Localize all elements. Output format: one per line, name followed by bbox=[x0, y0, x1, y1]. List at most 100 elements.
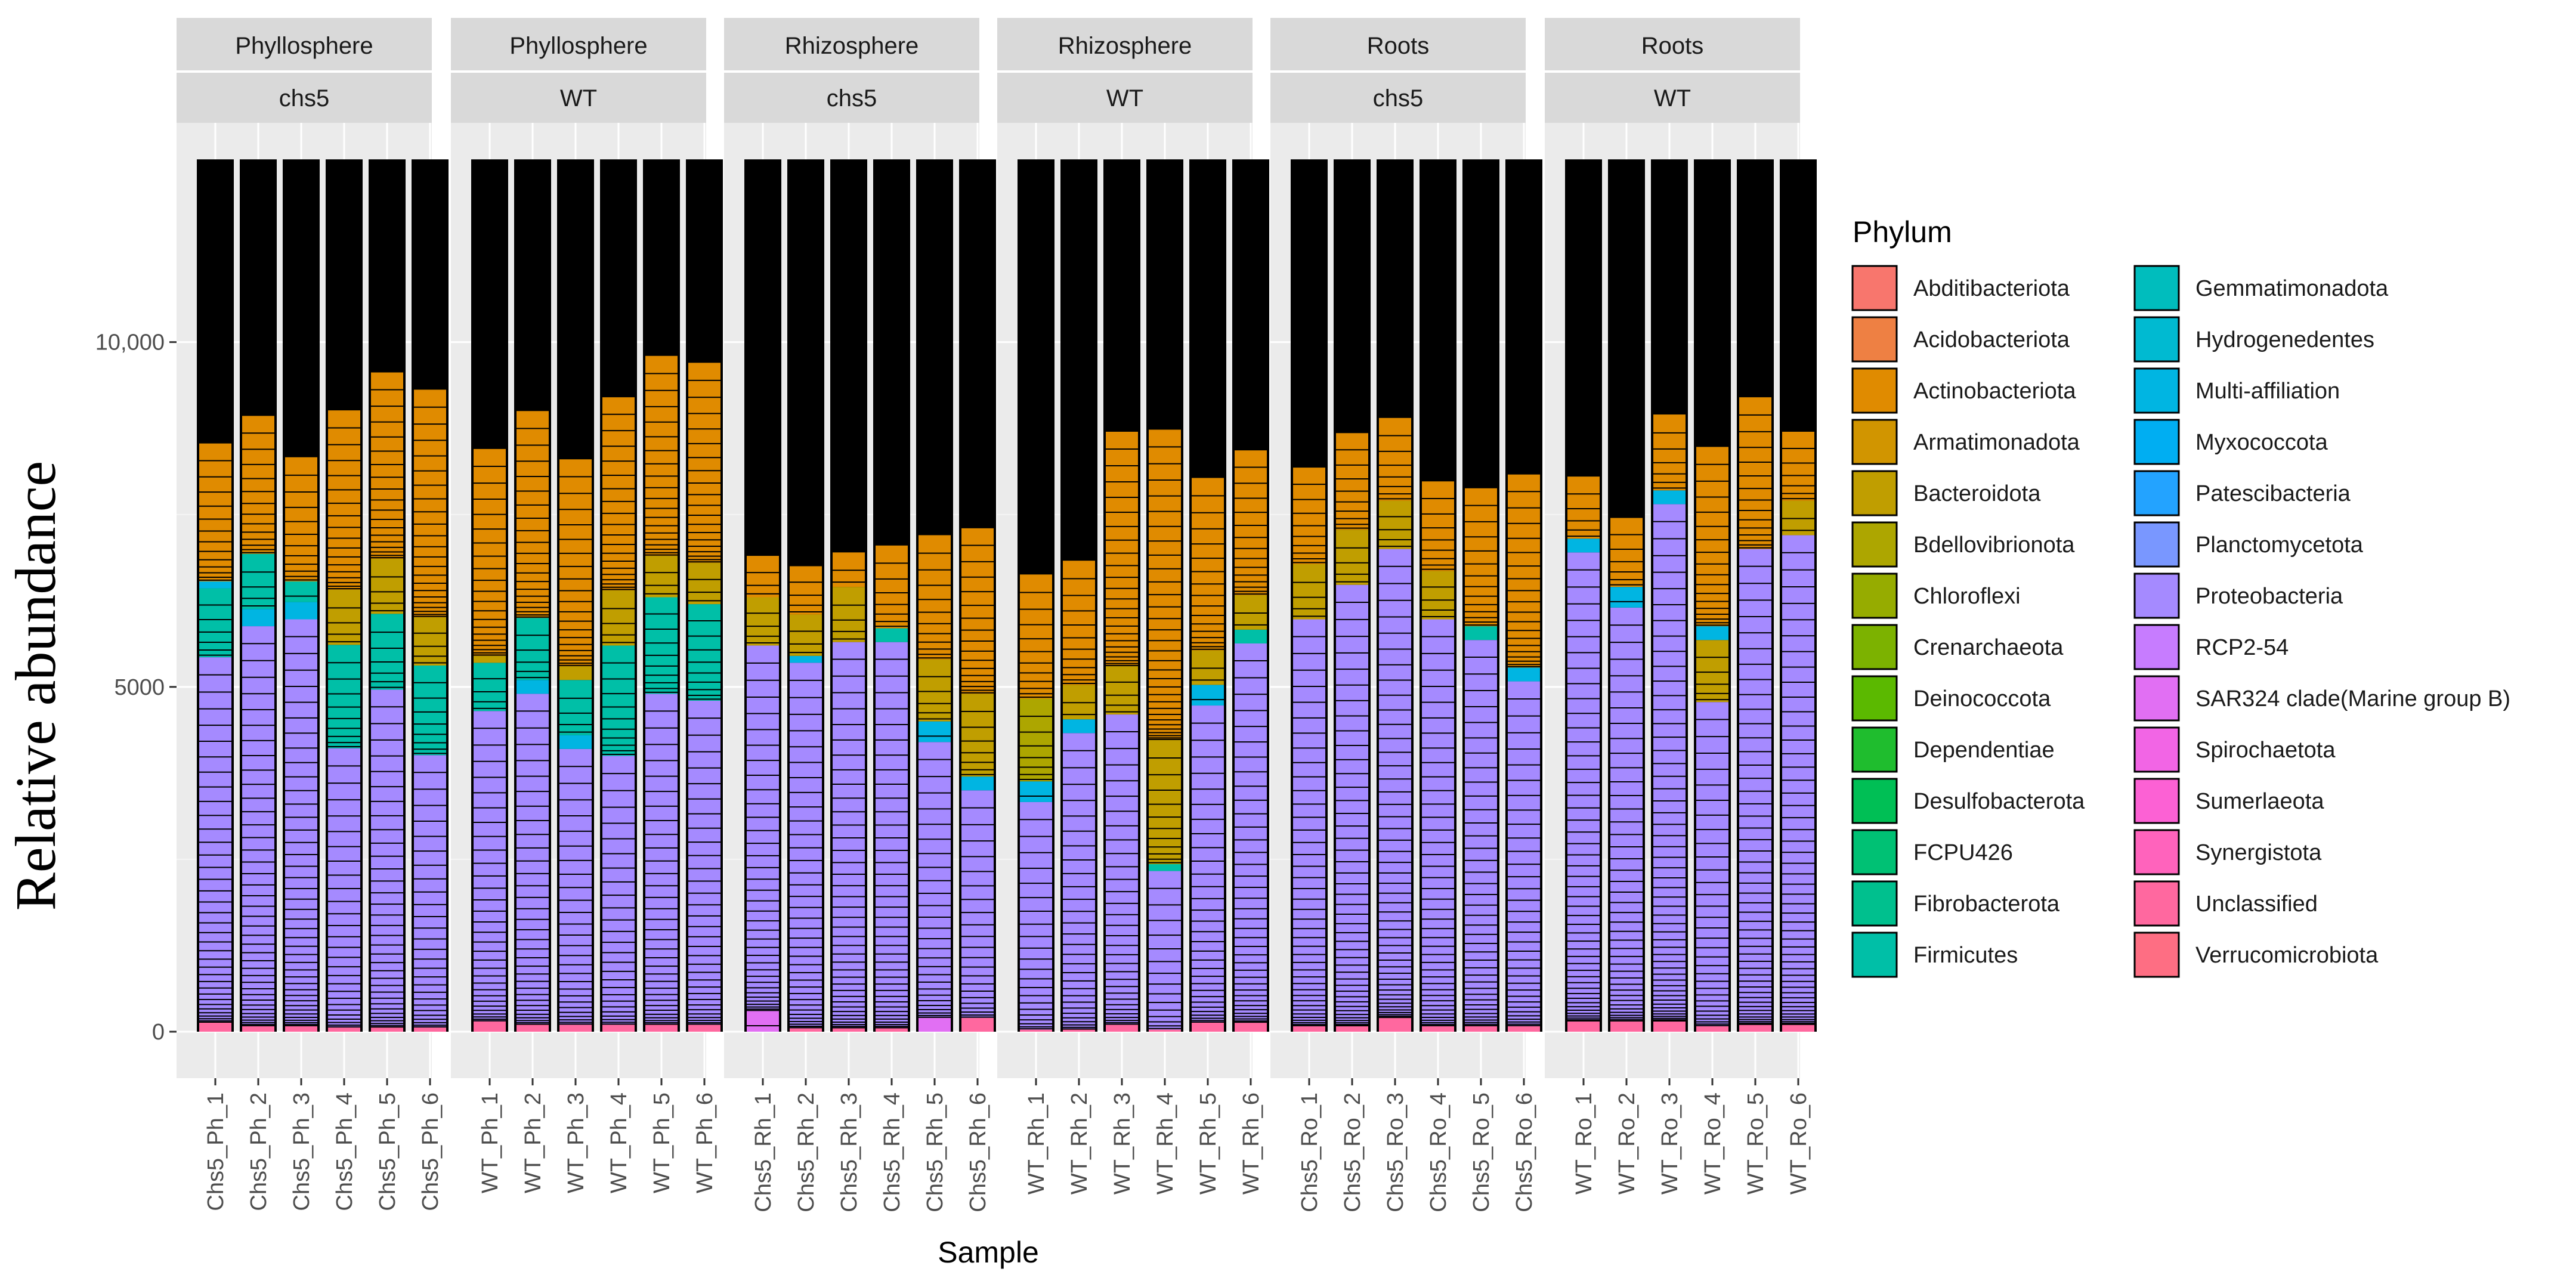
bar-segment-unclassified bbox=[790, 1028, 822, 1032]
bar-segment-proteobacteria bbox=[876, 642, 908, 1029]
bar-wt-rh-1 bbox=[1018, 159, 1054, 1032]
strip-label-compartment: Roots bbox=[1367, 33, 1430, 59]
legend-key-patescibacteria bbox=[2133, 470, 2180, 516]
bar-segment-multi-affiliation bbox=[1567, 539, 1600, 553]
bar-chs5-ro-4 bbox=[1420, 159, 1456, 1032]
legend-label: Dependentiae bbox=[1913, 738, 2055, 763]
bar-segment-multi-affiliation bbox=[1610, 587, 1643, 608]
x-tick-label: Chs5_Rh_5 bbox=[923, 1093, 948, 1212]
bar-segment-unclassified bbox=[833, 1028, 865, 1032]
bar-segment-proteobacteria bbox=[602, 756, 635, 1025]
x-tick-label: WT_Ro_4 bbox=[1700, 1093, 1725, 1194]
bar-segment-actinobacteriota bbox=[919, 535, 951, 660]
bar-chs5-ph-1 bbox=[197, 159, 234, 1032]
bar-chs5-ph-2 bbox=[240, 159, 277, 1032]
x-tick-label: Chs5_Rh_6 bbox=[966, 1093, 991, 1212]
x-tick-label: WT_Ph_1 bbox=[478, 1093, 503, 1193]
bar-segment-actinobacteriota bbox=[1739, 397, 1771, 549]
bar-chs5-ro-6 bbox=[1505, 159, 1542, 1032]
bar-segment-actinobacteriota bbox=[559, 459, 592, 667]
facet-panel: Roots chs5 Chs5_Ro_1 Chs5_Ro_2 Chs5_Ro_3 Chs5… bbox=[1270, 18, 1542, 1212]
bar-segment-unclassified bbox=[602, 1025, 635, 1032]
bar-segment-unclassified bbox=[1149, 1029, 1181, 1032]
facet-panel: Rhizosphere WT WT_Rh_1 WT_Rh_2 WT_Rh_3 WT_Rh_… bbox=[997, 18, 1269, 1194]
x-tick-label: Chs5_Rh_3 bbox=[837, 1093, 862, 1212]
bar-segment-bacteroidota bbox=[1422, 571, 1454, 620]
legend-label: Bdellovibrionota bbox=[1913, 533, 2075, 558]
legend-key-synergistota bbox=[2133, 829, 2180, 875]
legend-key-crenarchaeota bbox=[1851, 624, 1898, 670]
x-tick-label: Chs5_Rh_4 bbox=[880, 1093, 905, 1212]
bar-segment-proteobacteria bbox=[199, 657, 231, 1023]
legend-key-sar324-clade-marine-group-b bbox=[2133, 675, 2180, 722]
bar-segment-unclassified bbox=[1106, 1025, 1138, 1032]
bar-segment-proteobacteria bbox=[517, 694, 549, 1025]
x-tick-label: WT_Rh_6 bbox=[1239, 1093, 1264, 1194]
x-tick-label: WT_Rh_3 bbox=[1110, 1093, 1135, 1194]
bar-wt-rh-2 bbox=[1060, 159, 1097, 1032]
x-tick-label: WT_Rh_5 bbox=[1196, 1093, 1221, 1194]
bar-segment-actinobacteriota bbox=[1653, 414, 1686, 491]
bar-wt-ro-1 bbox=[1565, 159, 1602, 1032]
bar-segment-sar324-clade-marine-group-b bbox=[747, 1011, 779, 1032]
bar-segment-actinobacteriota bbox=[645, 355, 678, 556]
bar-segment-proteobacteria bbox=[414, 755, 446, 1028]
bar-segment-proteobacteria bbox=[1149, 871, 1181, 1030]
bar-segment-proteobacteria bbox=[919, 742, 951, 1018]
legend-key-deinococcota bbox=[1851, 675, 1898, 722]
legend-label: Patescibacteria bbox=[2195, 481, 2351, 506]
legend-key-planctomycetota bbox=[2133, 521, 2180, 568]
legend-label: Spirochaetota bbox=[2195, 738, 2336, 763]
bar-segment-actinobacteriota bbox=[1610, 518, 1643, 587]
bar-segment-actinobacteriota bbox=[1379, 417, 1411, 501]
strip-label-genotype: chs5 bbox=[279, 85, 330, 112]
bar-segment-proteobacteria bbox=[833, 642, 865, 1029]
bar-segment-unclassified bbox=[1696, 1026, 1728, 1032]
legend-label: FCPU426 bbox=[1913, 840, 2013, 865]
bar-segment-unclassified bbox=[1336, 1026, 1368, 1032]
bar-segment-multi-affiliation bbox=[1020, 781, 1052, 802]
legend-key-acidobacteriota bbox=[1851, 316, 1898, 363]
bar-segment-multi-affiliation bbox=[1063, 719, 1095, 734]
bar-segment-multi-affiliation bbox=[199, 581, 231, 589]
bar-segment-proteobacteria bbox=[1379, 549, 1411, 1018]
bar-segment-bacteroidota bbox=[1106, 666, 1138, 715]
bar-segment-bacteroidota bbox=[833, 587, 865, 642]
strip-bottom-bg bbox=[997, 72, 1253, 123]
bar-wt-ro-6 bbox=[1780, 159, 1817, 1032]
x-tick-label: WT_Ro_1 bbox=[1572, 1093, 1597, 1194]
bar-segment-proteobacteria bbox=[1293, 619, 1325, 1026]
bar-segment-actinobacteriota bbox=[371, 372, 403, 559]
strip-bottom-bg bbox=[451, 72, 706, 123]
bar-segment-unclassified bbox=[242, 1026, 274, 1032]
bar-wt-rh-4 bbox=[1146, 159, 1183, 1032]
bar-segment-unclassified bbox=[474, 1021, 506, 1032]
bar-segment-firmicutes bbox=[688, 604, 720, 701]
x-tick-label: Chs5_Ro_3 bbox=[1383, 1093, 1408, 1212]
bar-segment-proteobacteria bbox=[242, 626, 274, 1026]
bar-segment-unclassified bbox=[285, 1026, 317, 1032]
bar-segment-firmicutes bbox=[517, 618, 549, 680]
bar-segment-actinobacteriota bbox=[1106, 431, 1138, 667]
bar-segment-actinobacteriota bbox=[199, 443, 231, 581]
bar-segment-actinobacteriota bbox=[790, 566, 822, 615]
legend-label: Synergistota bbox=[2195, 840, 2322, 865]
bar-segment-unclassified bbox=[645, 1025, 678, 1032]
x-tick-label: WT_Rh_4 bbox=[1153, 1093, 1178, 1194]
bar-chs5-rh-3 bbox=[830, 159, 867, 1032]
legend-label: Verrucomicrobiota bbox=[2195, 943, 2379, 968]
legend-label: Myxococcota bbox=[2195, 430, 2328, 455]
bar-segment-firmicutes bbox=[414, 665, 446, 756]
bar-segment-firmicutes bbox=[559, 680, 592, 735]
bar-chs5-ph-6 bbox=[412, 159, 449, 1032]
strip-bottom-bg bbox=[1545, 72, 1800, 123]
bar-segment-actinobacteriota bbox=[242, 416, 274, 554]
bar-segment-actinobacteriota bbox=[474, 448, 506, 656]
bar-segment-multi-affiliation bbox=[517, 680, 549, 694]
bar-chs5-ro-3 bbox=[1377, 159, 1414, 1032]
bar-segment-unclassified bbox=[688, 1025, 720, 1032]
bar-segment-bacteroidota bbox=[559, 666, 592, 680]
bar-chs5-rh-1 bbox=[744, 159, 781, 1032]
bar-segment-unclassified bbox=[1192, 1022, 1224, 1032]
x-tick-label: Chs5_Rh_1 bbox=[751, 1093, 776, 1212]
